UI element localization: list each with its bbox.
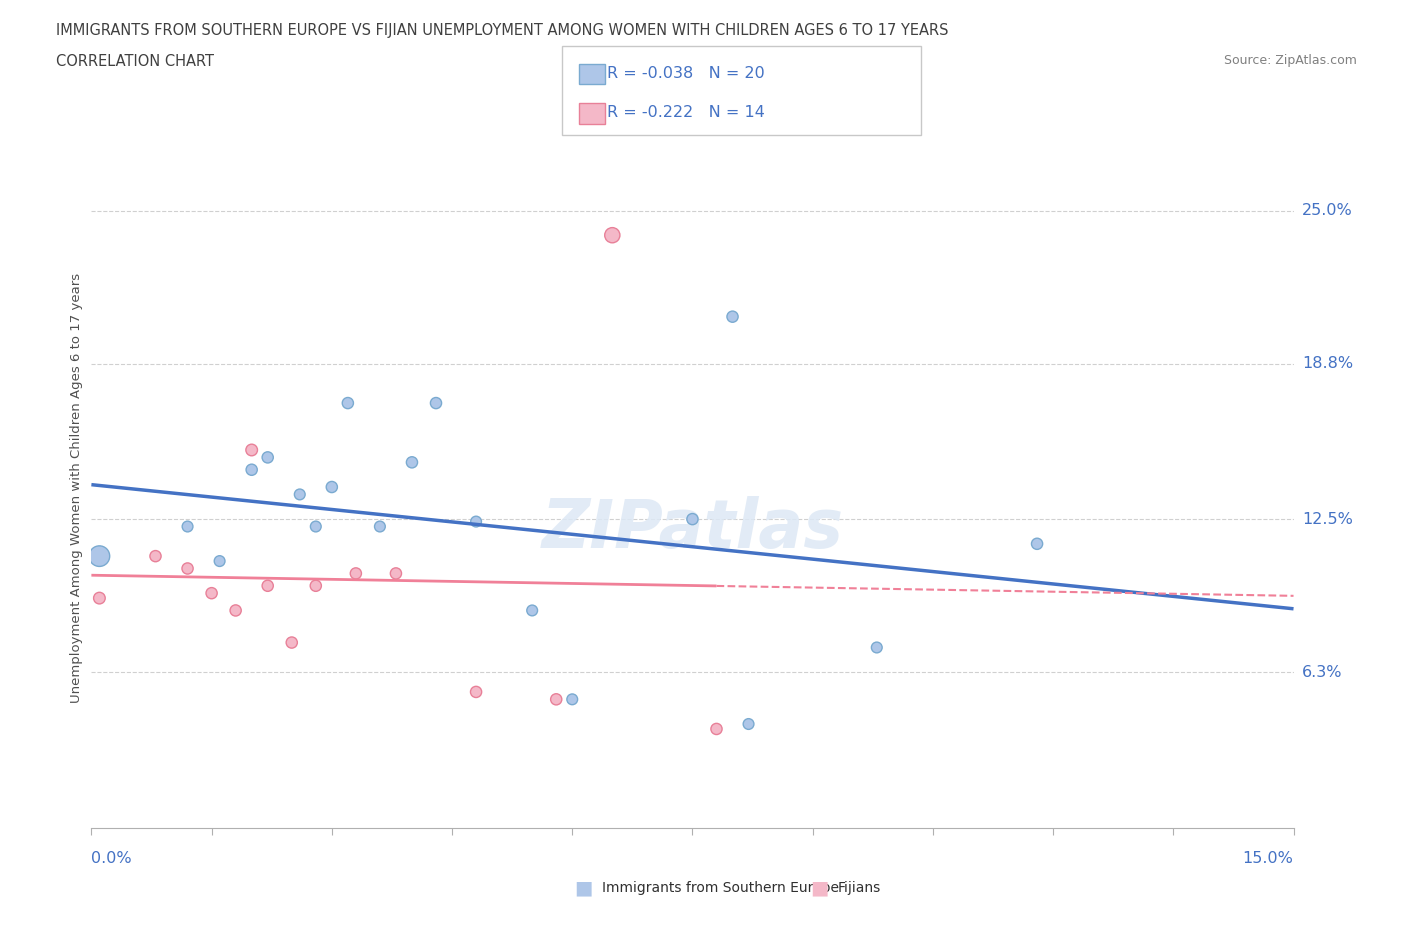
Point	[546, 692, 568, 707]
Point	[256, 578, 278, 593]
Text: Fijians: Fijians	[838, 881, 882, 896]
Point	[602, 228, 624, 243]
Point	[344, 566, 367, 581]
Text: IMMIGRANTS FROM SOUTHERN EUROPE VS FIJIAN UNEMPLOYMENT AMONG WOMEN WITH CHILDREN: IMMIGRANTS FROM SOUTHERN EUROPE VS FIJIA…	[56, 23, 949, 38]
Point	[561, 692, 583, 707]
Point	[305, 578, 328, 593]
Point	[201, 586, 224, 601]
Point	[522, 603, 544, 618]
Point	[176, 519, 198, 534]
Text: ■: ■	[574, 879, 593, 897]
Point	[368, 519, 391, 534]
Text: R = -0.038   N = 20: R = -0.038 N = 20	[607, 65, 765, 81]
Point	[401, 455, 423, 470]
Point	[89, 591, 111, 605]
Point	[321, 480, 343, 495]
Point	[465, 514, 488, 529]
Point	[681, 512, 703, 526]
Text: 15.0%: 15.0%	[1243, 851, 1294, 866]
Text: ZIPatlas: ZIPatlas	[541, 496, 844, 562]
Text: R = -0.222   N = 14: R = -0.222 N = 14	[607, 105, 765, 120]
Point	[305, 519, 328, 534]
Point	[385, 566, 408, 581]
Point	[721, 310, 744, 325]
Point	[281, 635, 304, 650]
Text: 25.0%: 25.0%	[1302, 203, 1353, 218]
Point	[425, 395, 447, 410]
Point	[176, 561, 198, 576]
Y-axis label: Unemployment Among Women with Children Ages 6 to 17 years: Unemployment Among Women with Children A…	[70, 273, 83, 703]
Point	[336, 395, 359, 410]
Text: CORRELATION CHART: CORRELATION CHART	[56, 54, 214, 69]
Point	[208, 553, 231, 568]
Point	[145, 549, 167, 564]
Text: 18.8%: 18.8%	[1302, 356, 1353, 371]
Point	[288, 487, 311, 502]
Point	[256, 450, 278, 465]
Point	[465, 684, 488, 699]
Text: 0.0%: 0.0%	[91, 851, 132, 866]
Point	[1026, 537, 1049, 551]
Point	[706, 722, 728, 737]
Text: Source: ZipAtlas.com: Source: ZipAtlas.com	[1223, 54, 1357, 67]
Point	[240, 462, 263, 477]
Point	[866, 640, 889, 655]
Point	[225, 603, 247, 618]
Text: 6.3%: 6.3%	[1302, 665, 1343, 680]
Point	[737, 717, 759, 732]
Text: 12.5%: 12.5%	[1302, 512, 1353, 526]
Text: ■: ■	[810, 879, 830, 897]
Text: Immigrants from Southern Europe: Immigrants from Southern Europe	[602, 881, 839, 896]
Point	[240, 443, 263, 458]
Point	[89, 549, 111, 564]
